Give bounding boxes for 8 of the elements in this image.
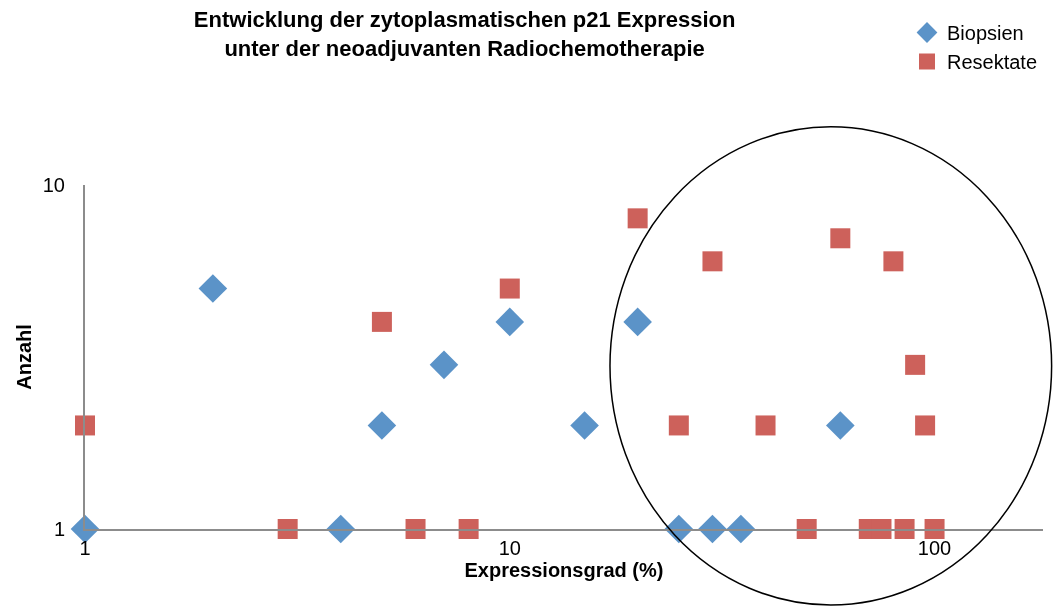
x-tick-label: 1 (79, 537, 91, 559)
chart-title: Entwicklung der zytoplasmatischen p21 Expression unter der neoadjuvanten Radiochemotherapie (193, 7, 736, 61)
x-tick-label: 100 (917, 537, 952, 559)
y-axis-title: Anzahl (12, 324, 35, 390)
legend-label: Resektate (947, 51, 1038, 74)
x-tick-label: 10 (498, 537, 521, 559)
x-axis-title: Expressionsgrad (%) (464, 559, 664, 581)
legend-label: Biopsien (947, 22, 1024, 45)
